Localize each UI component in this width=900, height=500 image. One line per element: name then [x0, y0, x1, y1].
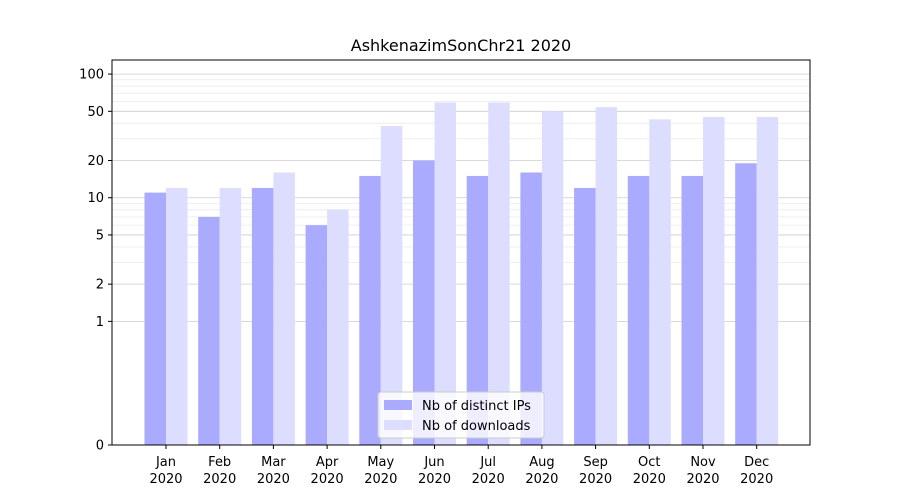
bar-downloads	[756, 116, 779, 445]
bar-downloads	[219, 187, 242, 445]
y-tick-label: 10	[87, 191, 104, 206]
y-axis: 0 1 2 5 10 20 50 100	[79, 68, 112, 454]
bar-downloads	[703, 116, 725, 445]
bar-downloads	[488, 102, 510, 445]
y-tick-label: 100	[79, 68, 104, 83]
x-tick-label-year: 2020	[418, 472, 451, 487]
x-axis: Jan 2020 Feb 2020 Mar 2020 Apr 2020 May 2020 Jun 20…	[149, 445, 773, 487]
bar-downloads	[380, 126, 403, 445]
x-tick-label-month: Jun	[423, 455, 444, 470]
x-tick-label-month: Feb	[208, 455, 231, 470]
bar-distinct-ips	[305, 225, 328, 445]
y-tick-label: 0	[96, 439, 104, 454]
x-tick-label-year: 2020	[579, 472, 612, 487]
bar-downloads	[327, 209, 349, 445]
x-tick-label-month: Oct	[638, 455, 660, 470]
plot-frame	[111, 59, 811, 446]
bars	[144, 102, 779, 446]
x-tick-label-year: 2020	[525, 472, 558, 487]
y-tick-label: 50	[87, 105, 104, 120]
bar-downloads	[166, 187, 188, 445]
x-tick-label-month: Apr	[316, 455, 339, 470]
bar-distinct-ips	[144, 192, 166, 445]
legend: Nb of distinct IPs Nb of downloads	[377, 391, 545, 439]
bar-downloads	[595, 107, 618, 445]
x-tick-label-month: Aug	[529, 455, 554, 470]
bar-downloads	[649, 119, 671, 445]
x-tick-label-month: May	[367, 455, 394, 470]
y-tick-label: 2	[96, 278, 104, 293]
x-tick-label-year: 2020	[203, 472, 236, 487]
x-tick-label-month: Jan	[155, 455, 176, 470]
legend-label: Nb of downloads	[422, 419, 531, 434]
legend-swatch	[384, 420, 412, 430]
x-tick-label-month: Mar	[261, 455, 286, 470]
bar-downloads	[273, 172, 295, 446]
chart-title: AshkenazimSonChr21 2020	[351, 36, 571, 55]
legend-label: Nb of distinct IPs	[422, 399, 531, 414]
legend-swatch	[384, 400, 412, 410]
bar-distinct-ips	[627, 175, 650, 445]
bar-distinct-ips	[466, 175, 489, 445]
x-tick-label-month: Jul	[479, 455, 496, 470]
bar-distinct-ips	[681, 175, 703, 445]
bar-downloads	[434, 102, 456, 445]
x-tick-label-year: 2020	[364, 472, 397, 487]
bar-distinct-ips	[520, 172, 542, 446]
bar-distinct-ips	[359, 175, 381, 445]
x-tick-label-month: Nov	[690, 455, 716, 470]
bar-distinct-ips	[413, 160, 435, 445]
x-tick-label-month: Sep	[583, 455, 608, 470]
bar-distinct-ips	[735, 163, 757, 445]
y-tick-label: 5	[96, 228, 104, 243]
x-tick-label-year: 2020	[257, 472, 290, 487]
y-tick-label: 1	[96, 315, 104, 330]
x-tick-label-year: 2020	[149, 472, 182, 487]
x-tick-label-month: Dec	[744, 455, 769, 470]
x-tick-label-year: 2020	[686, 472, 719, 487]
x-tick-label-year: 2020	[633, 472, 666, 487]
bar-distinct-ips	[251, 187, 274, 445]
bar-downloads	[541, 111, 564, 445]
x-tick-label-year: 2020	[311, 472, 344, 487]
legend-box	[377, 391, 545, 439]
bar-distinct-ips	[574, 187, 596, 445]
x-tick-label-year: 2020	[472, 472, 505, 487]
y-tick-label: 20	[87, 154, 104, 169]
bar-distinct-ips	[198, 216, 220, 445]
x-tick-label-year: 2020	[740, 472, 773, 487]
